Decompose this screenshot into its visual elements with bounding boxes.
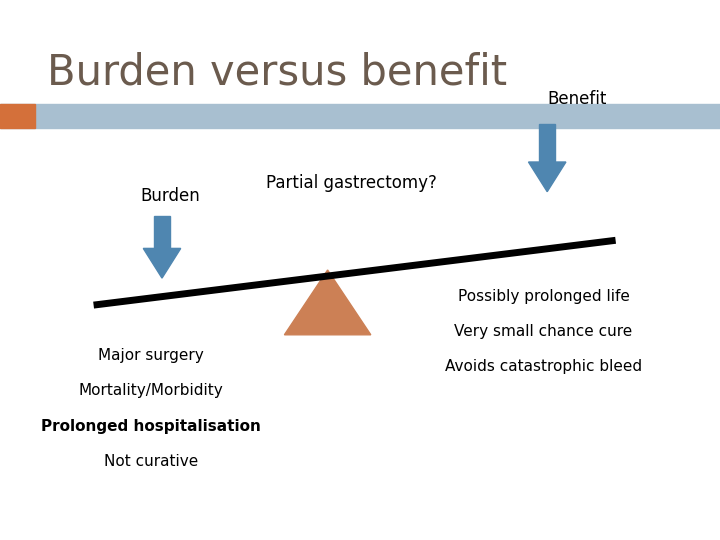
Text: Benefit: Benefit — [547, 90, 606, 108]
Bar — [539, 124, 555, 162]
Text: Partial gastrectomy?: Partial gastrectomy? — [266, 174, 437, 192]
Text: Very small chance cure: Very small chance cure — [454, 324, 633, 339]
Text: Burden versus benefit: Burden versus benefit — [47, 52, 507, 94]
Polygon shape — [143, 248, 181, 278]
Polygon shape — [284, 270, 371, 335]
Text: Not curative: Not curative — [104, 454, 198, 469]
Text: Avoids catastrophic bleed: Avoids catastrophic bleed — [445, 359, 642, 374]
Bar — [154, 216, 170, 248]
Text: Major surgery: Major surgery — [99, 348, 204, 363]
Polygon shape — [528, 162, 566, 192]
Text: Burden: Burden — [140, 187, 200, 205]
Bar — [0, 104, 720, 128]
Text: Possibly prolonged life: Possibly prolonged life — [458, 289, 629, 304]
Text: Prolonged hospitalisation: Prolonged hospitalisation — [41, 418, 261, 434]
Bar — [0, 104, 35, 128]
Text: Mortality/Morbidity: Mortality/Morbidity — [78, 383, 224, 399]
